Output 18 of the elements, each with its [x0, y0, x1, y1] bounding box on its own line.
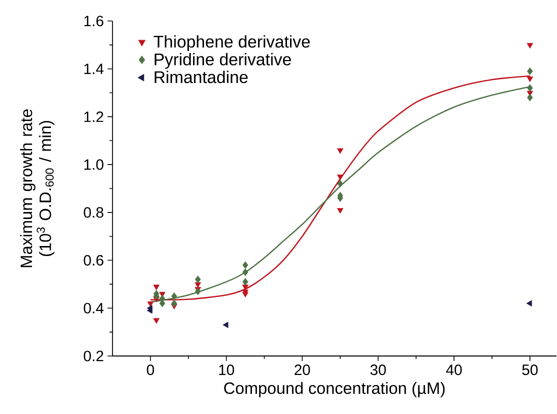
x-axis-title: Compound concentration (µM)	[224, 382, 445, 398]
x-tick-label: 30	[370, 364, 386, 376]
y-tick-label: 0.8	[84, 207, 104, 218]
y-tick-label: 0.2	[84, 350, 104, 362]
legend-label: Pyridine derivative	[154, 52, 291, 69]
y-tick-label: 1.4	[84, 64, 104, 74]
legend-label: Rimantadine	[154, 70, 248, 84]
x-tick-label: 10	[219, 364, 234, 376]
y-tick-label: 0.6	[84, 254, 104, 266]
y-tick-label: 0.4	[84, 302, 104, 314]
y-tick-label: 1.0	[84, 159, 104, 170]
y-tick-label: 1.6	[84, 16, 104, 26]
y-tick-label: 1.2	[84, 111, 104, 122]
legend-label: Thiophene derivative	[154, 35, 310, 52]
x-tick-label: 50	[522, 364, 538, 376]
x-tick-label: 20	[294, 364, 310, 376]
x-tick-label: 0	[146, 364, 154, 376]
x-tick-label: 40	[446, 364, 462, 376]
